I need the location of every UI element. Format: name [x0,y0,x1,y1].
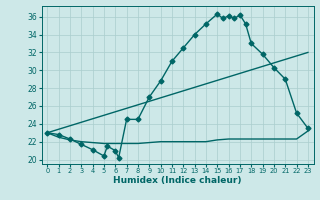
X-axis label: Humidex (Indice chaleur): Humidex (Indice chaleur) [113,176,242,185]
